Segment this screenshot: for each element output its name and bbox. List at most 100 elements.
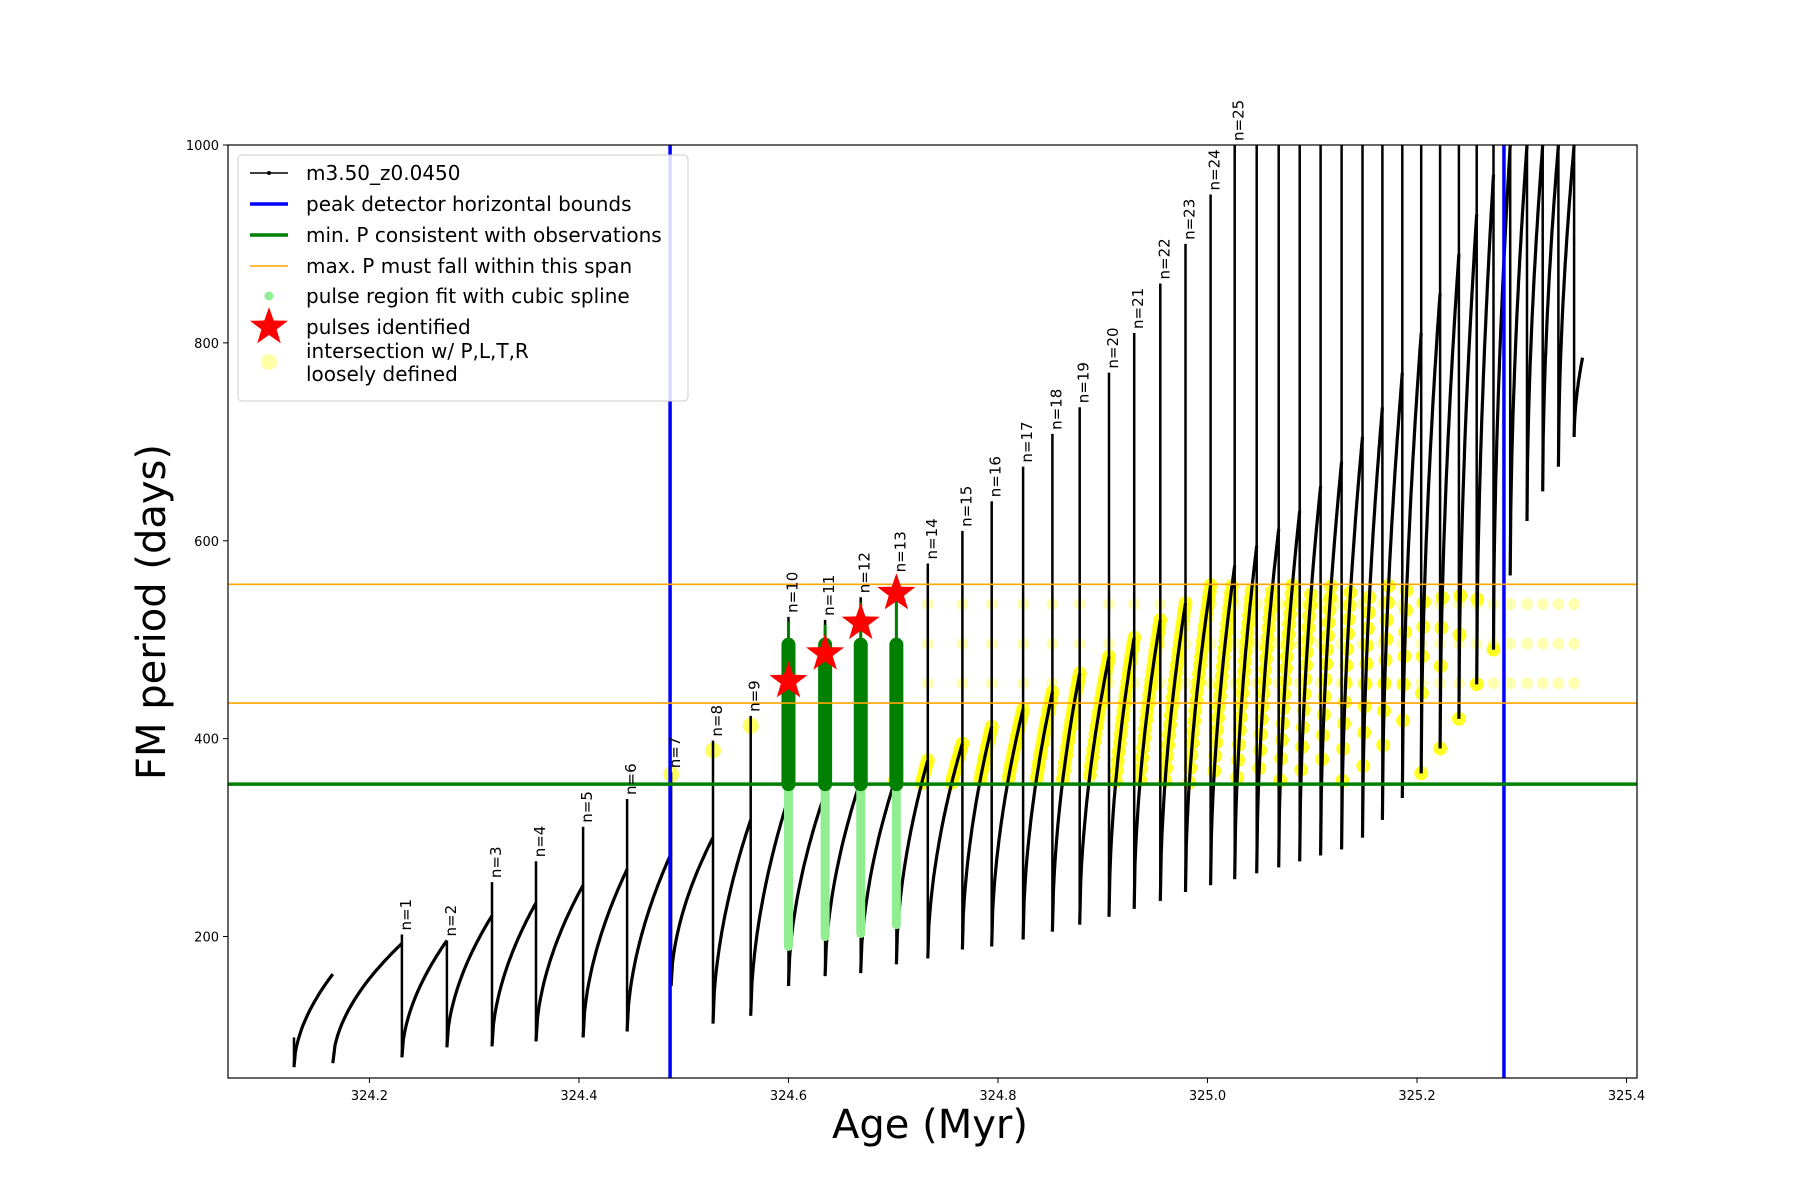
pulse-label: n=6 xyxy=(622,763,640,795)
loose-intersection-point xyxy=(1504,637,1517,650)
loose-intersection-point xyxy=(1568,677,1581,690)
track-segment xyxy=(534,884,585,1042)
track-segment xyxy=(1360,407,1384,838)
loose-intersection-point xyxy=(1536,637,1549,650)
track-segment xyxy=(669,836,715,987)
track-segment xyxy=(894,759,930,965)
pulse-label: n=25 xyxy=(1230,100,1248,141)
track-segment xyxy=(1438,253,1461,749)
pulse-label: n=9 xyxy=(746,680,764,712)
track-segment xyxy=(1319,461,1344,856)
loose-intersection-point xyxy=(1521,677,1533,690)
legend-label: loosely defined xyxy=(306,362,458,386)
track-segment xyxy=(1508,145,1529,576)
track-segment xyxy=(1380,372,1404,820)
y-tick-label: 800 xyxy=(194,337,219,352)
x-tick-label: 324.8 xyxy=(979,1089,1016,1104)
track-segment xyxy=(1556,145,1576,467)
legend-handle-track-marker xyxy=(267,171,271,175)
track-segment xyxy=(331,942,404,1064)
legend-label: min. P consistent with observations xyxy=(306,223,662,247)
track-segment xyxy=(749,797,791,1016)
pulse-label: n=8 xyxy=(708,705,726,737)
pulse-label: n=1 xyxy=(397,899,415,931)
x-tick-label: 325.2 xyxy=(1398,1089,1435,1104)
track-segment xyxy=(490,902,538,1047)
axis-ticks: 324.2 324.4 324.6 324.8 325.0 325.2 325.4 200 40… xyxy=(186,139,1645,1104)
loose-intersection-point xyxy=(1552,598,1565,611)
track-segment xyxy=(1475,174,1496,685)
track-segment xyxy=(1132,619,1162,909)
identified-pulse-star xyxy=(841,602,880,640)
pulse-labels: n=1 n=2 n=3 n=4 n=5 n=6 n=7 n=8 n=9 n=10 n=11 n=12 n… xyxy=(397,100,1248,937)
track-segment xyxy=(823,779,863,977)
track-segment xyxy=(1298,486,1323,862)
pulse-label: n=19 xyxy=(1075,362,1093,403)
pulse-label: n=20 xyxy=(1104,327,1122,368)
track-segment xyxy=(926,743,964,959)
pulse-label: n=14 xyxy=(923,518,941,559)
track-segment xyxy=(859,775,898,974)
loose-intersection-point xyxy=(1552,677,1565,690)
pulse-label: n=4 xyxy=(531,826,549,858)
legend-handle-loose xyxy=(261,354,277,370)
y-axis-title: FM period (days) xyxy=(129,444,175,780)
loose-intersection-point xyxy=(1487,677,1500,690)
loose-intersection-point xyxy=(1568,598,1581,611)
track-segment xyxy=(1277,510,1302,868)
track-segment xyxy=(1541,145,1560,492)
pulse-label: n=13 xyxy=(891,531,909,572)
pulse-label: n=12 xyxy=(856,552,874,593)
track-segment xyxy=(1340,436,1365,850)
y-tick-label: 200 xyxy=(194,931,219,946)
legend-label: pulse region fit with cubic spline xyxy=(306,284,630,308)
legend-label: intersection w/ P,L,T,R xyxy=(306,339,529,363)
pulse-label: n=5 xyxy=(578,791,596,823)
track-segment xyxy=(1491,145,1512,650)
loose-intersection-point xyxy=(1536,598,1549,611)
track-segment xyxy=(960,726,994,950)
x-tick-label: 325.4 xyxy=(1608,1089,1645,1104)
pulse-label: n=11 xyxy=(820,575,838,616)
track-segment xyxy=(711,819,753,1024)
track-segment xyxy=(786,792,827,987)
track-segment xyxy=(1021,691,1054,940)
loose-intersection-point xyxy=(1536,677,1549,690)
pulse-label: n=18 xyxy=(1047,389,1065,430)
track-segment xyxy=(1419,293,1442,774)
loose-intersection-point xyxy=(1552,637,1565,650)
x-axis-title: Age (Myr) xyxy=(832,1102,1028,1148)
x-tick-label: 324.4 xyxy=(560,1089,597,1104)
loose-intersection-point xyxy=(1568,637,1581,650)
track-segment xyxy=(292,973,335,1068)
plot-area xyxy=(228,145,1637,1078)
identified-pulse-star xyxy=(769,661,808,698)
track-segment xyxy=(1255,528,1281,874)
track-segment xyxy=(1078,656,1111,925)
pulse-label: n=23 xyxy=(1181,199,1199,240)
track-segment xyxy=(1457,214,1479,719)
track-segment xyxy=(400,939,449,1058)
x-tick-label: 324.2 xyxy=(351,1089,388,1104)
pulse-label: n=2 xyxy=(442,905,460,937)
loose-intersection-point xyxy=(1521,637,1533,650)
pulse-label: n=3 xyxy=(487,846,505,878)
track-segment xyxy=(1183,585,1213,893)
pulse-label: n=10 xyxy=(784,572,802,613)
y-tick-label: 600 xyxy=(194,535,219,550)
legend-handle-spline xyxy=(264,291,274,301)
loose-intersection-point xyxy=(1504,598,1517,611)
legend-label: m3.50_z0.0450 xyxy=(306,161,461,185)
legend-label: peak detector horizontal bounds xyxy=(306,192,632,216)
track-segment xyxy=(1107,637,1136,917)
legend-handle-star xyxy=(250,307,288,344)
pulse-label: n=16 xyxy=(987,456,1005,497)
track-segment xyxy=(445,914,494,1048)
track-segment xyxy=(1572,357,1585,437)
track-segment xyxy=(1400,332,1423,799)
legend-box xyxy=(237,154,689,402)
plot-frame xyxy=(227,144,1638,1079)
pulse-label: n=15 xyxy=(957,486,975,527)
